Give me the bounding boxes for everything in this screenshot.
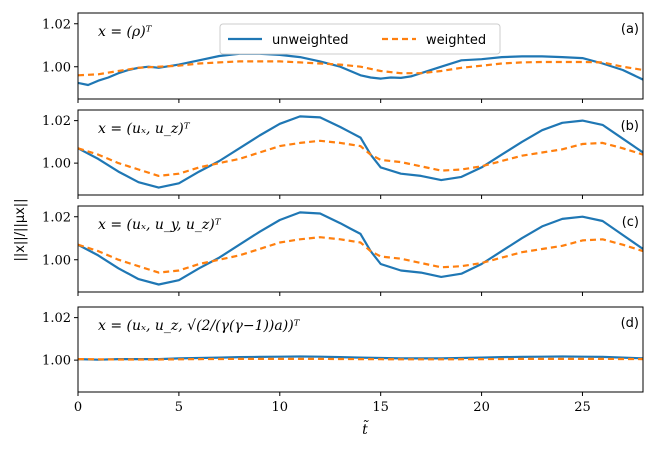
y-axis-label: ||x||/||μx|| [13, 198, 28, 261]
legend-label-weighted: weighted [426, 33, 486, 48]
y-tick-label: 1.02 [42, 17, 71, 32]
panel-b [74, 109, 644, 199]
y-tick-label: 1.02 [42, 114, 71, 129]
panel-expression-c: x = (uₓ, u_y, u_z)ᵀ [98, 217, 222, 233]
panel-frame [77, 306, 644, 393]
y-tick-label: 1.02 [42, 210, 71, 225]
panel-tag-d: (d) [621, 316, 639, 331]
y-tick-label: 1.00 [42, 253, 71, 268]
panel-frame [77, 12, 644, 100]
panel-frame [77, 205, 644, 293]
series-line-weighted [78, 357, 643, 361]
x-tick-label: 10 [272, 400, 289, 415]
legend: unweighted weighted [219, 23, 501, 55]
legend-label-unweighted: unweighted [272, 33, 349, 48]
y-tick-label: 1.02 [42, 311, 71, 326]
x-tick-label: 25 [574, 400, 591, 415]
x-tick-label: 5 [175, 400, 183, 415]
x-axis-label: t̃ [362, 419, 369, 438]
panel-expression-b: x = (uₓ, u_z)ᵀ [98, 121, 191, 137]
y-tick-label: 1.00 [42, 157, 71, 172]
panel-tag-b: (b) [621, 119, 639, 134]
panel-tag-c: (c) [622, 215, 639, 230]
x-tick-labels: 0 5 10 15 20 25 [74, 400, 591, 415]
panel-d [74, 306, 644, 396]
panel-expression-a: x = (ρ)ᵀ [98, 24, 153, 40]
series-line-weighted [78, 60, 643, 77]
panel-a [74, 12, 644, 103]
y-tick-labels: 1.02 1.00 1.02 1.00 1.02 1.00 1.02 1.00 [42, 17, 71, 368]
x-tick-label: 20 [473, 400, 490, 415]
series-line-unweighted [78, 115, 643, 189]
panel-tag-a: (a) [621, 22, 639, 37]
x-tick-label: 0 [74, 400, 82, 415]
panel-c [74, 205, 644, 296]
series-line-unweighted [78, 211, 643, 286]
panel-frame [77, 109, 644, 196]
panel-annotations: x = (ρ)ᵀ (a) x = (uₓ, u_z)ᵀ (b) x = (uₓ,… [98, 22, 639, 334]
series-line-weighted [78, 236, 643, 274]
series-line-weighted [78, 139, 643, 177]
y-tick-label: 1.00 [42, 354, 71, 369]
panel-expression-d: x = (uₓ, u_z, √(2/(γ(γ−1))a))ᵀ [98, 318, 301, 334]
panels [74, 12, 644, 396]
legend-box [219, 23, 501, 55]
series-line-unweighted [78, 52, 643, 87]
y-tick-label: 1.00 [42, 60, 71, 75]
x-tick-label: 15 [372, 400, 389, 415]
